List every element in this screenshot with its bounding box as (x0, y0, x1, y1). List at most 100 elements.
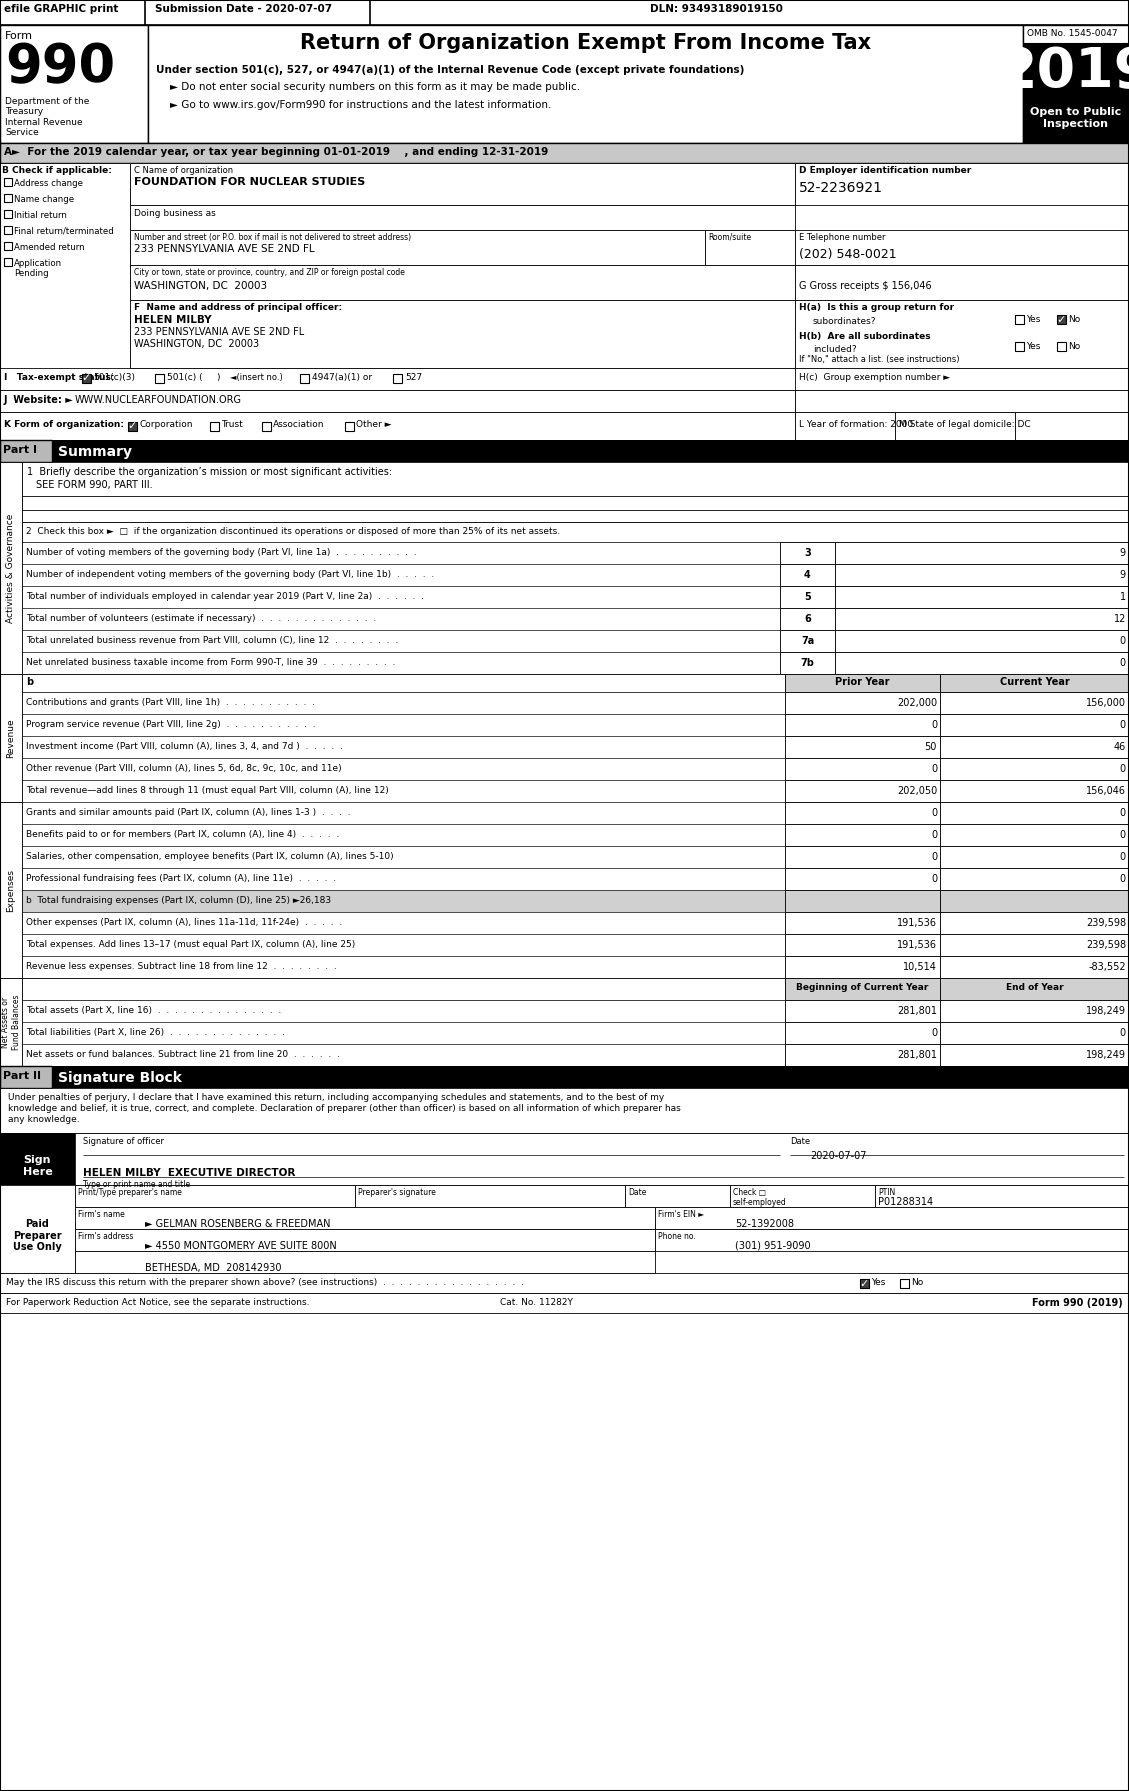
Text: Activities & Governance: Activities & Governance (7, 514, 16, 623)
Text: Salaries, other compensation, employee benefits (Part IX, column (A), lines 5-10: Salaries, other compensation, employee b… (26, 853, 394, 861)
Text: Total liabilities (Part X, line 26)  .  .  .  .  .  .  .  .  .  .  .  .  .  .: Total liabilities (Part X, line 26) . . … (26, 1028, 285, 1037)
Text: May the IRS discuss this return with the preparer shown above? (see instructions: May the IRS discuss this return with the… (6, 1279, 524, 1288)
Bar (785, 890, 940, 912)
Text: -83,552: -83,552 (1088, 962, 1126, 973)
Text: Benefits paid to or for members (Part IX, column (A), line 4)  .  .  .  .  .: Benefits paid to or for members (Part IX… (26, 829, 339, 838)
Bar (795, 163, 1129, 204)
Text: Number of voting members of the governing body (Part VI, line 1a)  .  .  .  .  .: Number of voting members of the governin… (26, 548, 417, 557)
Bar (75, 1229, 655, 1250)
Text: Room/suite: Room/suite (708, 233, 751, 242)
Bar (21, 845, 785, 869)
Text: 5: 5 (804, 593, 811, 602)
Text: Application
Pending: Application Pending (14, 260, 62, 278)
Text: 7a: 7a (800, 636, 814, 647)
Bar (0, 978, 21, 1066)
Bar (21, 758, 785, 781)
Bar (785, 758, 940, 781)
Bar (655, 1207, 1129, 1229)
Bar (0, 802, 21, 978)
Text: Revenue: Revenue (7, 718, 16, 758)
Text: 0: 0 (1120, 808, 1126, 818)
Text: Preparer's signature: Preparer's signature (358, 1187, 436, 1196)
Bar (730, 1186, 875, 1207)
Text: 3: 3 (804, 548, 811, 559)
Bar (780, 564, 835, 586)
Text: Part I: Part I (3, 444, 37, 455)
Text: WASHINGTON, DC  20003: WASHINGTON, DC 20003 (134, 338, 260, 349)
Text: K Form of organization:: K Form of organization: (5, 421, 124, 430)
Text: Total assets (Part X, line 16)  .  .  .  .  .  .  .  .  .  .  .  .  .  .  .: Total assets (Part X, line 16) . . . . .… (26, 1007, 281, 1015)
Text: 52-2236921: 52-2236921 (799, 181, 883, 195)
Bar (0, 1066, 1129, 1087)
Text: Under section 501(c), 527, or 4947(a)(1) of the Internal Revenue Code (except pr: Under section 501(c), 527, or 4947(a)(1)… (156, 64, 744, 75)
Bar (21, 673, 785, 691)
Text: Expenses: Expenses (7, 869, 16, 912)
Text: Summary: Summary (58, 444, 132, 458)
Bar (704, 229, 795, 265)
Text: Prior Year: Prior Year (835, 677, 890, 688)
Bar (785, 912, 940, 933)
Bar (1015, 342, 1024, 351)
Text: 0: 0 (931, 1028, 937, 1039)
Bar (785, 736, 940, 758)
Text: Address change: Address change (14, 179, 84, 188)
Bar (21, 543, 780, 564)
Text: 527: 527 (405, 373, 422, 381)
Text: Trust: Trust (221, 421, 243, 430)
Text: Part II: Part II (3, 1071, 41, 1082)
Bar (21, 890, 785, 912)
Text: 0: 0 (931, 765, 937, 774)
Text: 9: 9 (1120, 570, 1126, 580)
Text: Total unrelated business revenue from Part VIII, column (C), line 12  .  .  .  .: Total unrelated business revenue from Pa… (26, 636, 399, 645)
Text: SEE FORM 990, PART III.: SEE FORM 990, PART III. (36, 480, 152, 491)
Text: Net Assets or
Fund Balances: Net Assets or Fund Balances (1, 994, 20, 1050)
Bar (21, 824, 785, 845)
Text: 233 PENNSYLVANIA AVE SE 2ND FL: 233 PENNSYLVANIA AVE SE 2ND FL (134, 328, 304, 337)
Text: ✓: ✓ (81, 374, 91, 383)
Bar (1057, 342, 1066, 351)
Bar (940, 1044, 1129, 1066)
Text: Return of Organization Exempt From Income Tax: Return of Organization Exempt From Incom… (300, 32, 872, 54)
Text: 0: 0 (931, 808, 937, 818)
Text: 0: 0 (1120, 765, 1126, 774)
Text: B Check if applicable:: B Check if applicable: (2, 167, 112, 176)
Text: BETHESDA, MD  208142930: BETHESDA, MD 208142930 (145, 1263, 281, 1273)
Bar (0, 1087, 1129, 1134)
Bar (780, 586, 835, 607)
Text: Date: Date (790, 1137, 811, 1146)
Bar (860, 1279, 869, 1288)
Bar (785, 691, 940, 715)
Bar (130, 301, 795, 367)
Bar (940, 890, 1129, 912)
Bar (785, 1044, 940, 1066)
Bar (5, 258, 12, 267)
Text: Department of the
Treasury
Internal Revenue
Service: Department of the Treasury Internal Reve… (5, 97, 89, 138)
Text: D Employer identification number: D Employer identification number (799, 167, 971, 176)
Text: 2  Check this box ►  □  if the organization discontinued its operations or dispo: 2 Check this box ► □ if the organization… (26, 527, 560, 536)
Bar (940, 1023, 1129, 1044)
Bar (625, 1186, 730, 1207)
Text: 9: 9 (1120, 548, 1126, 559)
Text: efile GRAPHIC print: efile GRAPHIC print (5, 4, 119, 14)
Text: b: b (26, 677, 33, 688)
Bar (5, 242, 12, 251)
Text: Total number of volunteers (estimate if necessary)  .  .  .  .  .  .  .  .  .  .: Total number of volunteers (estimate if … (26, 614, 376, 623)
Text: Number and street (or P.O. box if mail is not delivered to street address): Number and street (or P.O. box if mail i… (134, 233, 411, 242)
Text: HELEN MILBY  EXECUTIVE DIRECTOR: HELEN MILBY EXECUTIVE DIRECTOR (84, 1168, 296, 1178)
Text: C Name of organization: C Name of organization (134, 167, 233, 176)
Text: I   Tax-exempt status:: I Tax-exempt status: (5, 373, 114, 381)
Text: Open to Public
Inspection: Open to Public Inspection (1031, 107, 1121, 129)
Text: 0: 0 (1120, 853, 1126, 861)
Text: No: No (911, 1279, 924, 1288)
Bar (940, 978, 1129, 999)
Text: 239,598: 239,598 (1086, 940, 1126, 949)
Bar (21, 462, 1129, 521)
Bar (130, 204, 795, 229)
Text: Yes: Yes (870, 1279, 885, 1288)
Text: Other ►: Other ► (356, 421, 392, 430)
Text: 2019: 2019 (999, 45, 1129, 99)
Text: Submission Date - 2020-07-07: Submission Date - 2020-07-07 (155, 4, 332, 14)
Text: M State of legal domicile: DC: M State of legal domicile: DC (899, 421, 1031, 430)
Bar (0, 1134, 75, 1186)
Bar (5, 177, 12, 186)
